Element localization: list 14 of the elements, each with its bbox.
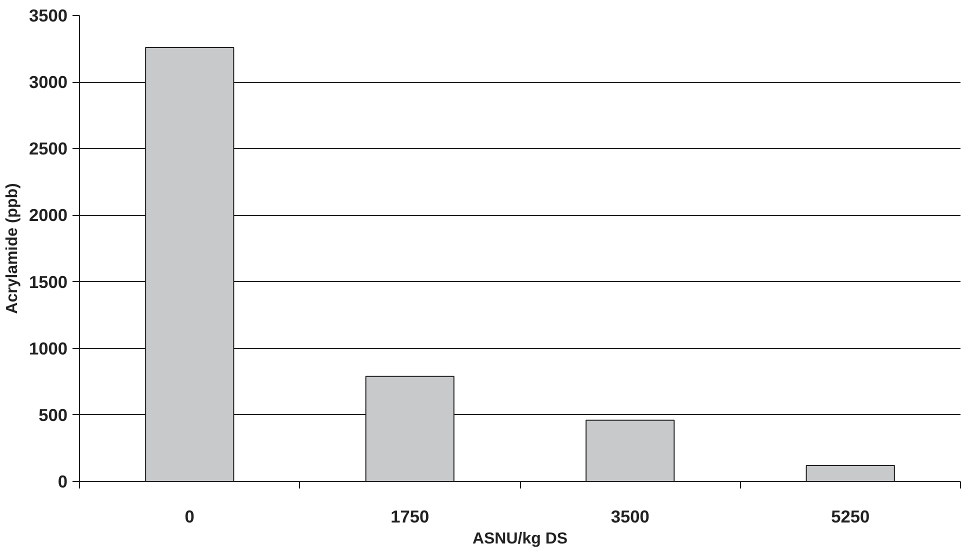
- y-tick-label: 3000: [28, 72, 68, 92]
- x-tick-label: 5250: [831, 506, 870, 526]
- y-tick-label: 2500: [28, 138, 68, 159]
- x-tick-label: 3500: [610, 506, 650, 526]
- y-tick-label: 2000: [28, 205, 68, 226]
- y-tick-label: 0: [58, 472, 68, 492]
- y-tick-label: 500: [38, 404, 68, 425]
- x-tick-label: 1750: [390, 506, 430, 526]
- x-tick-label: 0: [184, 506, 194, 526]
- y-tick-label: 1500: [28, 272, 68, 292]
- y-tick-label: 3500: [28, 6, 68, 26]
- y-tick-label: 1000: [28, 338, 68, 358]
- x-axis-title: ASNU/kg DS: [472, 530, 568, 548]
- y-axis-title: Acrylamide (ppb): [4, 183, 21, 314]
